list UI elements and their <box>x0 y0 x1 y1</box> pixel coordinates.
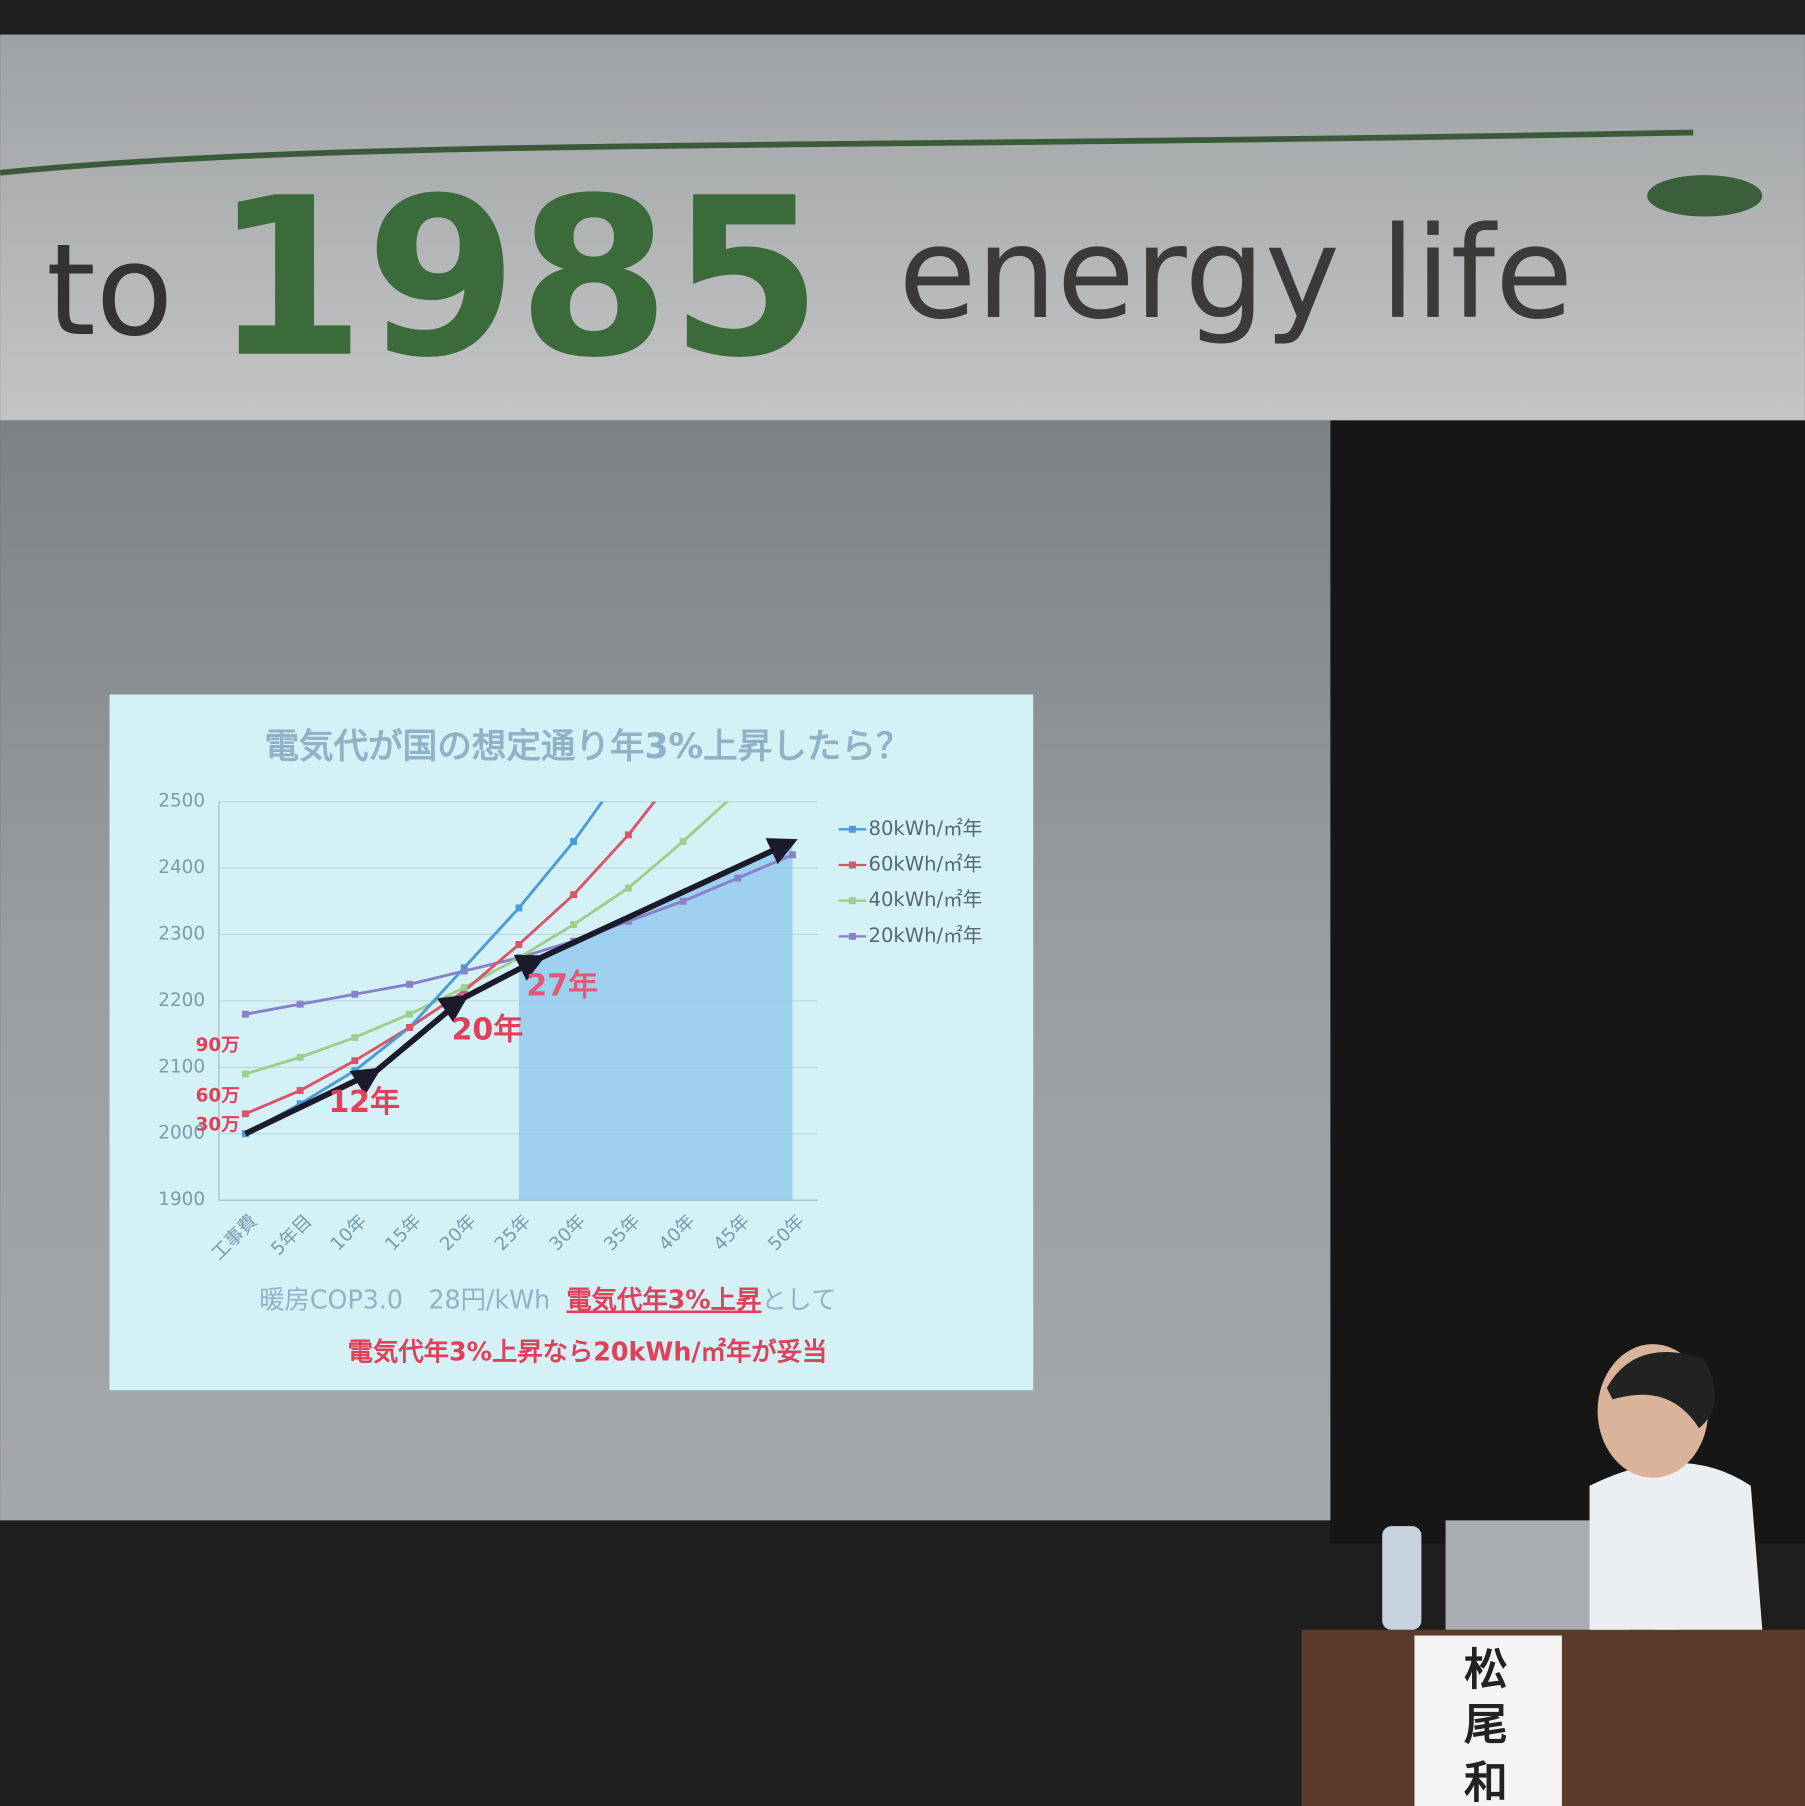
legend-swatch <box>848 825 856 833</box>
data-point <box>351 1057 359 1065</box>
person-body <box>1589 1462 1763 1630</box>
banner-tagline: energy life <box>898 199 1573 347</box>
conclusion: 電気代年3%上昇なら20kWh/㎡年が妥当 <box>348 1336 828 1366</box>
banner-year: 1985 <box>213 151 822 406</box>
banner-stroke <box>0 129 1694 176</box>
data-point <box>515 954 523 962</box>
data-point <box>351 1067 359 1075</box>
legend-label: 20kWh/㎡年 <box>869 924 983 947</box>
data-point <box>351 1033 359 1041</box>
stage: 松 尾 和 <box>1301 1344 1805 1806</box>
data-point <box>679 897 687 905</box>
data-point <box>241 1070 249 1078</box>
data-point <box>460 984 468 992</box>
data-point <box>351 990 359 998</box>
data-point <box>789 851 796 859</box>
data-point <box>624 884 632 892</box>
data-point <box>406 980 413 988</box>
footnote-emphasis: 電気代年3%上昇 <box>566 1285 761 1315</box>
data-point <box>296 1100 304 1108</box>
data-point <box>515 904 523 912</box>
person-hair <box>1606 1352 1715 1429</box>
data-point <box>624 831 632 839</box>
footnote-tail: として <box>761 1285 836 1315</box>
nameplate-char: 和 <box>1464 1757 1508 1806</box>
legend-swatch <box>848 897 856 905</box>
legend-label: 60kWh/㎡年 <box>869 852 983 875</box>
y-tick-label: 2200 <box>158 990 205 1011</box>
y-tick-label: 2300 <box>158 923 205 944</box>
annotation: 90万 <box>196 1035 240 1056</box>
y-tick-label: 2100 <box>158 1056 205 1077</box>
banner-leaf <box>1647 175 1763 217</box>
data-point <box>296 1053 304 1061</box>
data-point <box>406 1024 413 1031</box>
annotation: 20年 <box>452 1012 524 1047</box>
highlight-line <box>244 838 798 1137</box>
data-point <box>515 940 523 948</box>
data-point <box>460 967 468 975</box>
data-point <box>570 921 578 928</box>
footnote: 暖房COP3.0 28円/kWh 電気代年3%上昇として <box>259 1285 836 1315</box>
data-point <box>296 1087 304 1095</box>
y-tick-label: 2500 <box>158 791 205 812</box>
y-tick-label: 1900 <box>158 1189 205 1210</box>
y-tick-label: 2400 <box>158 857 205 878</box>
data-point <box>241 1010 249 1018</box>
backdrop <box>1330 420 1805 1544</box>
legend-label: 80kWh/㎡年 <box>869 817 983 840</box>
annotation: 30万 <box>196 1114 240 1135</box>
data-point <box>570 838 578 845</box>
data-point <box>296 1000 304 1008</box>
bottle <box>1382 1526 1422 1630</box>
data-point <box>734 874 742 882</box>
nameplate-char: 松 <box>1464 1644 1508 1695</box>
annotation: 12年 <box>328 1085 400 1120</box>
data-point <box>679 838 687 845</box>
legend-label: 40kWh/㎡年 <box>869 888 983 911</box>
annotation: 27年 <box>526 969 598 1004</box>
banner-text: to <box>46 216 173 364</box>
legend-swatch <box>848 932 856 940</box>
nameplate <box>1414 1635 1562 1806</box>
nameplate-char: 尾 <box>1464 1700 1508 1751</box>
footnote-lead: 暖房COP3.0 28円/kWh <box>259 1285 550 1315</box>
banner <box>0 34 1805 421</box>
data-point <box>570 891 578 899</box>
legend-swatch <box>848 861 856 869</box>
data-point <box>406 1010 413 1018</box>
y-tick-label: 2000 <box>158 1123 205 1144</box>
chart-title: 電気代が国の想定通り年3%上昇したら？ <box>265 727 911 767</box>
annotation: 60万 <box>196 1086 240 1107</box>
data-point <box>241 1110 249 1118</box>
chart: 電気代が国の想定通り年3%上昇したら？ 暖房COP3.0 28円/kWh 電気代年… <box>158 727 982 1366</box>
